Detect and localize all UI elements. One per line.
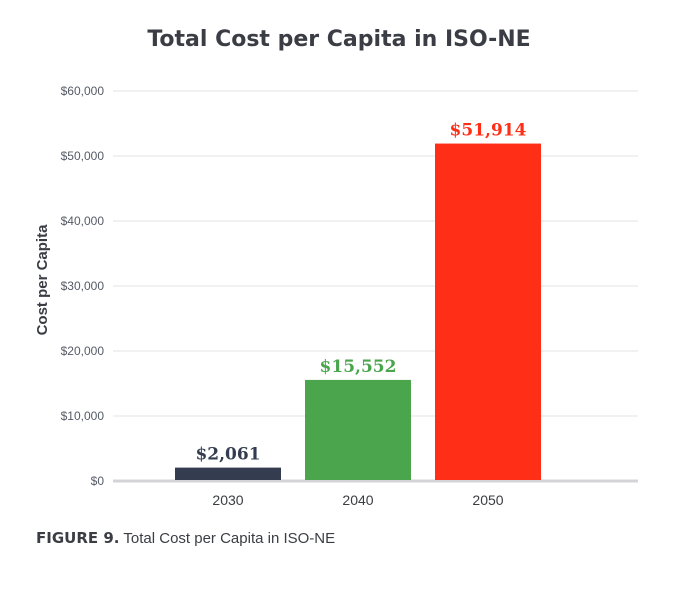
- x-tick-label: 2050: [472, 492, 503, 508]
- x-tick-label: 2030: [212, 492, 243, 508]
- figure-caption-text: Total Cost per Capita in ISO-NE: [119, 530, 336, 547]
- y-tick-label: $40,000: [61, 214, 105, 228]
- figure-caption-label: FIGURE 9.: [36, 529, 120, 547]
- y-tick-label: $0: [91, 474, 105, 488]
- y-axis-label: Cost per Capita: [34, 224, 51, 336]
- y-tick-label: $20,000: [61, 344, 105, 358]
- y-tick-label: $50,000: [61, 149, 105, 163]
- data-label-2040: $15,552: [320, 357, 397, 377]
- x-tick-label: 2040: [342, 492, 373, 508]
- y-tick-label: $60,000: [61, 84, 105, 98]
- y-tick-label: $10,000: [61, 409, 105, 423]
- data-label-2030: $2,061: [195, 445, 260, 465]
- bar-2030: [175, 467, 281, 480]
- bar-2040: [305, 379, 411, 480]
- figure-caption: FIGURE 9. Total Cost per Capita in ISO-N…: [36, 529, 335, 547]
- bar-2050: [435, 143, 541, 480]
- chart-title: Total Cost per Capita in ISO-NE: [147, 27, 530, 52]
- bar-chart: Total Cost per Capita in ISO-NE Cost per…: [34, 27, 638, 508]
- y-tick-label: $30,000: [61, 279, 105, 293]
- data-label-2050: $51,914: [450, 121, 527, 141]
